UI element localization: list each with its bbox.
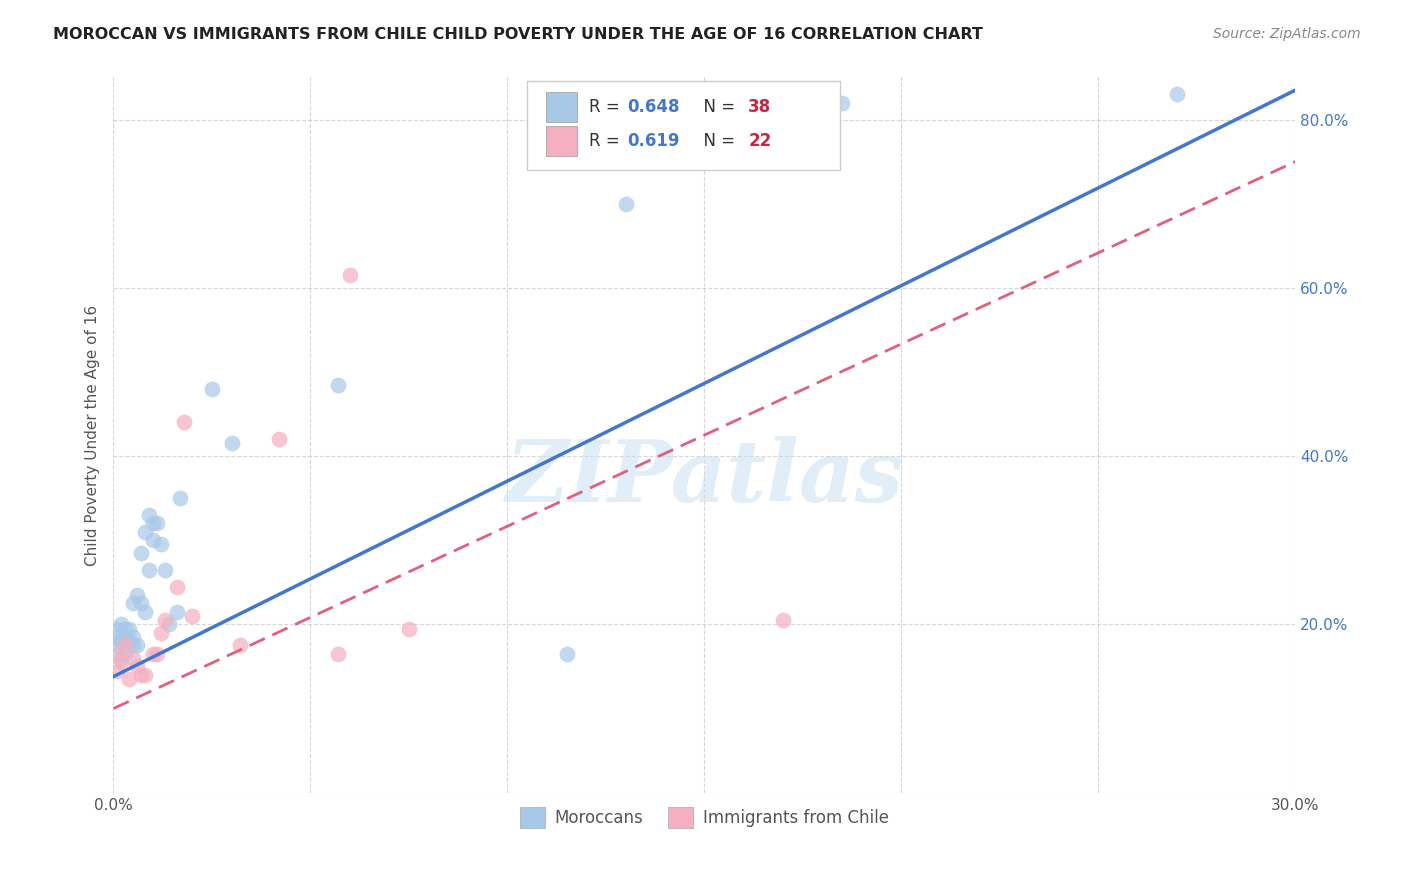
Point (339, 268, 361, 282)
Point (142, 516, 165, 531)
Text: Source: ZipAtlas.com: Source: ZipAtlas.com (1213, 27, 1361, 41)
Point (122, 651, 145, 665)
Point (221, 436, 243, 450)
Text: 0.648: 0.648 (627, 98, 681, 117)
Text: MOROCCAN VS IMMIGRANTS FROM CHILE CHILD POVERTY UNDER THE AGE OF 16 CORRELATION : MOROCCAN VS IMMIGRANTS FROM CHILE CHILD … (53, 27, 983, 42)
Point (555, 647, 578, 661)
Point (149, 625, 172, 640)
Point (228, 639, 250, 653)
Point (110, 651, 132, 665)
Point (134, 605, 156, 619)
FancyBboxPatch shape (546, 93, 576, 122)
Text: N =: N = (693, 132, 740, 150)
Point (326, 377, 349, 392)
Point (153, 563, 176, 577)
Text: 22: 22 (748, 132, 772, 150)
Point (398, 622, 420, 636)
Point (146, 647, 169, 661)
Point (181, 609, 204, 624)
Point (129, 596, 152, 610)
Point (114, 647, 136, 661)
Text: N =: N = (693, 98, 740, 117)
Point (201, 382, 224, 396)
Point (134, 524, 156, 539)
Point (166, 605, 188, 619)
Point (122, 630, 145, 644)
Point (138, 508, 160, 522)
Point (142, 533, 165, 548)
FancyBboxPatch shape (527, 81, 841, 170)
Point (173, 416, 195, 430)
Point (118, 672, 141, 686)
Point (118, 634, 141, 648)
Point (110, 634, 132, 648)
Point (127, 639, 149, 653)
Point (169, 491, 191, 505)
Point (157, 617, 180, 632)
Point (1166, 87, 1188, 102)
Point (831, 95, 853, 110)
Point (127, 659, 149, 673)
Point (146, 516, 169, 531)
Point (114, 630, 136, 644)
Point (772, 613, 794, 627)
Point (107, 630, 129, 644)
Point (107, 622, 129, 636)
Point (107, 647, 129, 661)
Point (110, 617, 132, 632)
Point (129, 668, 152, 682)
Text: R =: R = (589, 132, 624, 150)
Point (129, 546, 152, 560)
Point (107, 639, 129, 653)
Point (326, 647, 349, 661)
Point (166, 580, 188, 594)
Point (114, 622, 136, 636)
Text: 0.619: 0.619 (627, 132, 681, 150)
Point (114, 639, 136, 653)
Point (134, 668, 156, 682)
Point (267, 432, 290, 446)
Text: R =: R = (589, 98, 624, 117)
Point (118, 622, 141, 636)
Point (772, 112, 794, 127)
Legend: Moroccans, Immigrants from Chile: Moroccans, Immigrants from Chile (513, 801, 896, 834)
Text: 38: 38 (748, 98, 772, 117)
Point (107, 664, 129, 678)
Y-axis label: Child Poverty Under the Age of 16: Child Poverty Under the Age of 16 (86, 304, 100, 566)
FancyBboxPatch shape (546, 126, 576, 156)
Point (149, 537, 172, 551)
Point (127, 588, 149, 602)
Point (138, 563, 160, 577)
Point (614, 196, 637, 211)
Point (142, 647, 165, 661)
Point (122, 596, 145, 610)
Point (122, 639, 145, 653)
Text: ZIPatlas: ZIPatlas (505, 436, 904, 520)
Point (153, 613, 176, 627)
Point (110, 655, 132, 669)
